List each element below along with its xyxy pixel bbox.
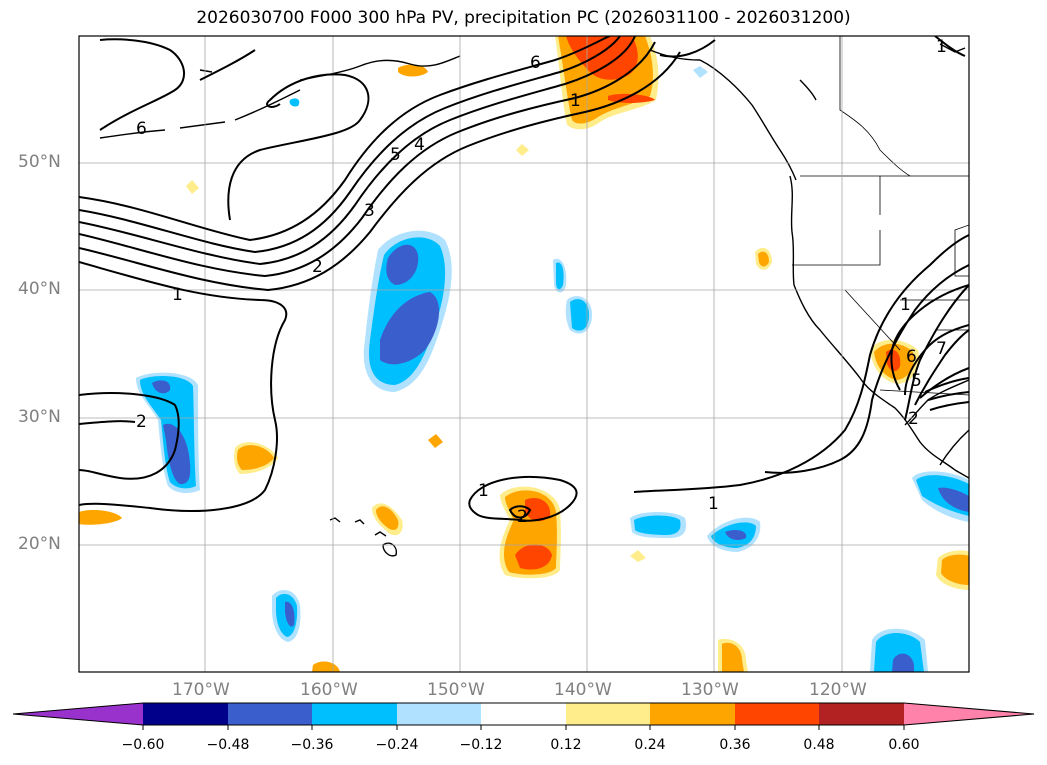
colorbar-segment — [312, 703, 397, 725]
gridlines — [79, 36, 969, 672]
contour-label: 1 — [478, 481, 489, 501]
lon-label: 150°W — [427, 680, 485, 700]
contour-label: 2 — [136, 412, 147, 432]
colorbar-segment — [481, 703, 566, 725]
contour-label: 1 — [172, 285, 183, 305]
contour-label: 5 — [390, 145, 401, 165]
contour-label: 6 — [530, 53, 541, 73]
colorbar-tick-label: 0.24 — [634, 737, 666, 753]
contour-label: 4 — [414, 135, 425, 155]
map-title: 2026030700 F000 300 hPa PV, precipitatio… — [196, 8, 851, 28]
lat-label: 20°N — [18, 534, 61, 554]
contour-label: 3 — [364, 201, 375, 221]
colorbar-tick-label: −0.12 — [459, 737, 503, 753]
colorbar-segment — [650, 703, 735, 725]
colorbar-segment — [13, 703, 143, 725]
colorbar-tick-label: −0.36 — [290, 737, 334, 753]
colorbar-segment — [819, 703, 904, 725]
colorbar-tick-label: 0.36 — [719, 737, 751, 753]
colorbar — [12, 702, 1035, 730]
contour-label: 2 — [312, 257, 323, 277]
lon-label: 170°W — [172, 680, 230, 700]
lat-label: 40°N — [18, 279, 61, 299]
contour-label: 6 — [136, 119, 147, 139]
lat-label: 50°N — [18, 152, 61, 172]
colorbar-tick-label: −0.48 — [206, 737, 250, 753]
coastlines — [99, 43, 969, 557]
contour-label: 2 — [908, 409, 919, 429]
lat-label: 30°N — [18, 407, 61, 427]
contour-label: 1 — [708, 494, 719, 514]
lon-label: 140°W — [554, 680, 612, 700]
colorbar-tick-label: 0.12 — [550, 737, 582, 753]
colorbar-segment — [228, 703, 312, 725]
contour-label: 6 — [906, 347, 917, 367]
colorbar-tick-label: −0.24 — [375, 737, 419, 753]
pv-contours — [79, 36, 969, 522]
contour-label: 1 — [570, 91, 581, 111]
colorbar-segment — [143, 703, 228, 725]
lon-label: 120°W — [809, 680, 867, 700]
colorbar-segment — [735, 703, 819, 725]
colorbar-tick-label: 0.48 — [803, 737, 835, 753]
contour-label: 5 — [911, 371, 922, 391]
lon-label: 160°W — [300, 680, 358, 700]
colorbar-segment — [904, 703, 1034, 725]
map-frame — [78, 35, 970, 673]
colorbar-tick-label: −0.60 — [121, 737, 165, 753]
contour-label: 1 — [900, 295, 911, 315]
negative-precip-areas — [136, 66, 969, 672]
contour-label: 2 — [517, 507, 528, 527]
colorbar-segment — [566, 703, 650, 725]
lon-label: 130°W — [681, 680, 739, 700]
colorbar-tick-label: 0.60 — [888, 737, 920, 753]
colorbar-segment — [397, 703, 481, 725]
contour-label: 7 — [936, 339, 947, 359]
contour-label: 1 — [936, 37, 947, 57]
contour-labels: 6 6 5 4 3 2 1 1 2 1 2 1 1 7 6 5 2 1 — [136, 37, 947, 527]
positive-precip-areas — [79, 36, 969, 672]
